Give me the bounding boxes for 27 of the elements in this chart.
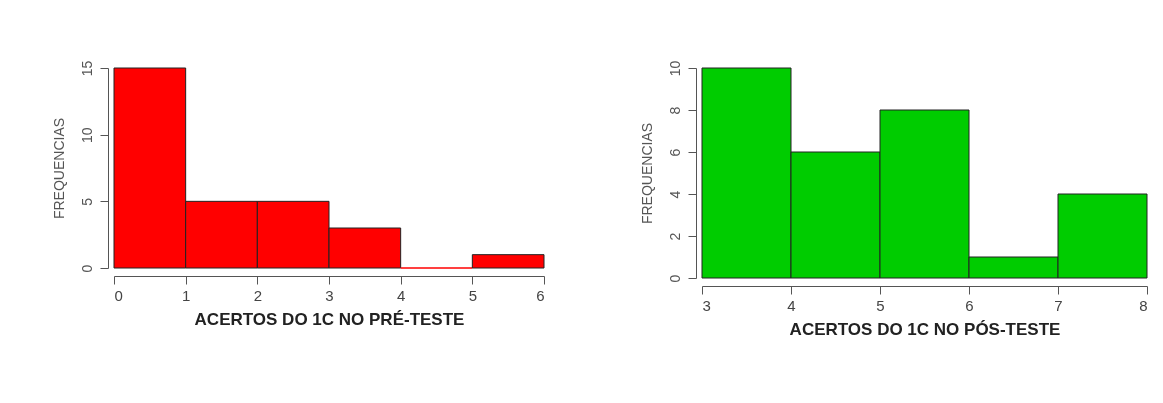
y-tick-label: 10 — [666, 60, 683, 77]
x-tick-label: 4 — [787, 296, 796, 314]
x-tick-label: 6 — [965, 296, 974, 314]
x-tick-label: 3 — [325, 286, 334, 304]
y-tick-label: 10 — [78, 127, 95, 143]
x-tick-label: 0 — [114, 286, 123, 304]
x-tick-label: 2 — [253, 286, 263, 304]
x-tick-label: 1 — [181, 286, 191, 304]
x-axis-title: ACERTOS DO 1C NO PÓS-TESTE — [789, 319, 1061, 339]
x-tick-label: 4 — [396, 286, 406, 304]
y-tick-label: 0 — [78, 264, 95, 273]
y-tick-label: 15 — [78, 60, 95, 77]
y-axis-title: FREQUENCIAS — [638, 122, 655, 225]
x-tick-label: 8 — [1139, 296, 1148, 314]
x-tick-label: 5 — [468, 286, 478, 304]
y-tick-label: 0 — [666, 274, 683, 283]
x-tick-label: 5 — [876, 296, 885, 314]
y-tick-label: 4 — [666, 190, 683, 199]
x-tick-label: 6 — [536, 286, 545, 304]
x-axis-title: ACERTOS DO 1C NO PRÉ-TESTE — [194, 309, 465, 329]
y-tick-label: 8 — [666, 106, 683, 115]
x-tick-label: 7 — [1054, 296, 1063, 314]
y-tick-label: 5 — [78, 197, 95, 206]
y-tick-label: 6 — [666, 148, 683, 157]
x-tick-label: 3 — [702, 296, 711, 314]
y-tick-label: 2 — [666, 232, 683, 241]
y-axis-title: FREQUENCIAS — [50, 117, 67, 220]
